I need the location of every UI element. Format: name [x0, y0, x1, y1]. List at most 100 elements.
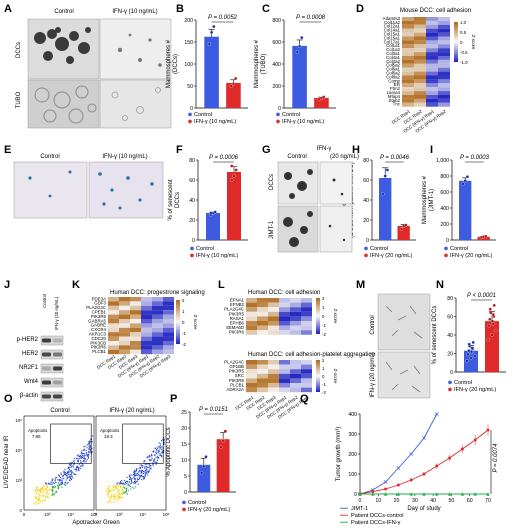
heat-cell — [268, 364, 279, 370]
scale-tick-label: -2 — [182, 342, 186, 347]
flow-event — [58, 480, 60, 482]
panel-a-image-tubo-ifn — [99, 79, 172, 129]
flow-event — [156, 457, 159, 459]
data-point — [232, 174, 236, 178]
panel-m-row-control: Control — [370, 315, 376, 334]
flow-event — [148, 456, 150, 458]
flow-event — [138, 467, 140, 470]
heat-cell — [301, 316, 312, 321]
legend-label: Control — [370, 246, 388, 252]
flow-event — [66, 471, 68, 473]
flow-event — [163, 444, 165, 446]
data-point — [486, 337, 490, 342]
series-marker — [448, 456, 451, 460]
flow-event — [52, 478, 54, 480]
heat-cell — [414, 44, 426, 49]
data-point — [234, 168, 238, 172]
heat-cell — [257, 298, 268, 303]
flow-event — [46, 483, 48, 485]
flow-event — [78, 456, 80, 458]
flow-event — [119, 485, 122, 488]
flow-event — [70, 463, 72, 465]
legend-label: Control — [194, 112, 212, 118]
y-tick-label: 40 — [363, 198, 369, 204]
flow-event — [135, 486, 137, 488]
gene-label: Stab2 — [389, 98, 401, 103]
heat-cell — [414, 75, 426, 80]
flow-event — [157, 455, 159, 457]
series-marker — [422, 492, 426, 496]
y-tick-label: 10³ — [16, 478, 23, 483]
flow-event — [70, 477, 72, 479]
flow-event — [128, 483, 130, 485]
heat-cell — [438, 32, 450, 37]
heat-cell — [402, 95, 414, 99]
flow-event — [119, 489, 121, 491]
heat-cell — [119, 327, 130, 333]
y-tick-label: 400 — [440, 206, 449, 212]
series-marker — [383, 492, 388, 496]
flow-event — [135, 471, 137, 473]
flow-event — [61, 486, 63, 488]
heat-cell — [119, 349, 130, 355]
heat-cell — [290, 373, 301, 379]
heat-cell — [119, 305, 130, 311]
flow-event — [45, 492, 47, 494]
flow-event — [144, 463, 146, 465]
flow-event — [36, 499, 38, 502]
heat-cell — [279, 302, 290, 308]
flow-event — [135, 473, 137, 475]
flow-event — [59, 484, 61, 487]
heat-cell — [426, 20, 438, 25]
flow-event — [138, 478, 140, 480]
scale-tick-label: 0 — [322, 314, 325, 319]
heat-cell — [426, 91, 438, 95]
x-tick-label: 20 — [394, 498, 400, 504]
heat-cell — [130, 310, 141, 315]
flow-event — [65, 479, 67, 481]
flow-event — [61, 482, 63, 484]
flow-event — [86, 453, 88, 455]
heat-cell — [246, 378, 257, 383]
flow-event — [84, 459, 86, 461]
flow-event — [134, 471, 136, 473]
flow-event — [138, 470, 140, 472]
flow-event — [60, 482, 62, 484]
flow-event — [125, 492, 127, 494]
data-point — [491, 312, 495, 317]
heat-cell — [290, 298, 301, 303]
flow-event — [116, 483, 118, 485]
panel-a-tubo-control-spheres — [34, 85, 97, 124]
flow-event — [119, 483, 121, 485]
flow-event — [163, 438, 165, 440]
heat-cell — [130, 327, 141, 333]
flow-event — [64, 484, 66, 486]
heat-cell — [163, 323, 174, 328]
flow-event — [48, 483, 51, 485]
data-point — [295, 50, 300, 54]
flow-event — [82, 453, 84, 455]
flow-event — [139, 466, 141, 469]
data-point — [229, 84, 233, 88]
heat-cell — [152, 332, 163, 337]
panel-g-col-ifn: IFN-γ — [317, 146, 332, 152]
flow-event — [133, 480, 135, 483]
flow-event — [50, 489, 52, 491]
flow-event — [158, 442, 160, 444]
flow-event — [159, 445, 161, 447]
flow-event — [120, 493, 122, 495]
heat-cell — [268, 360, 279, 365]
y-tick-label: 300 — [348, 432, 357, 438]
panel-a-row-tubo: TUBO — [16, 91, 22, 108]
flow-event — [67, 481, 69, 483]
flow-event — [132, 473, 135, 475]
heat-cell — [141, 310, 152, 315]
flow-event — [108, 490, 110, 492]
heat-cell — [438, 40, 450, 45]
heat-cell — [257, 302, 268, 308]
heat-cell — [426, 75, 438, 80]
y-tick-label: 600 — [272, 40, 281, 46]
flow-event — [65, 482, 67, 484]
flow-event — [77, 469, 79, 471]
y-axis-label: Mammospheres # — [166, 39, 172, 88]
